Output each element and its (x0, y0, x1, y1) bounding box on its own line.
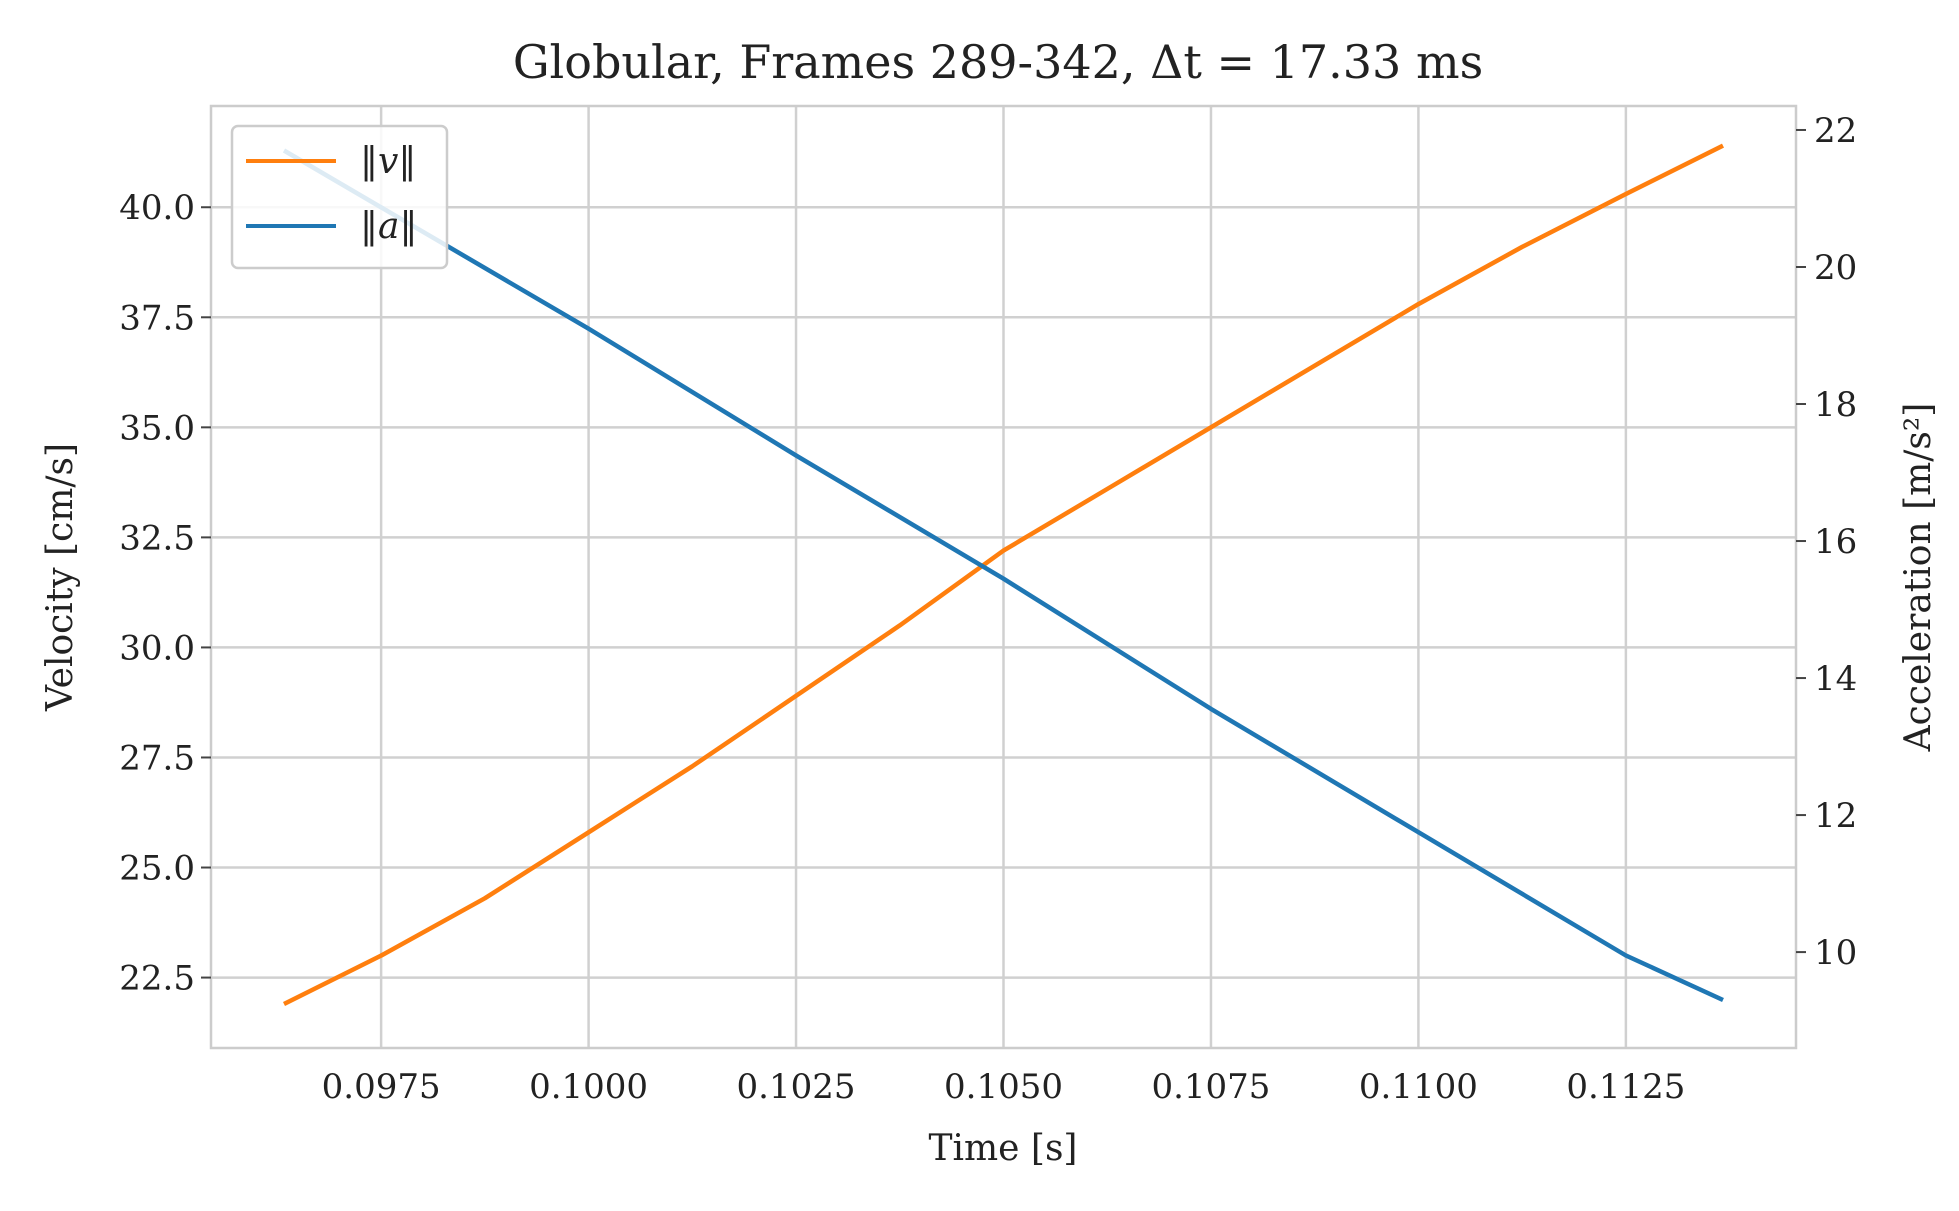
legend-label-acceleration: ‖a‖ (360, 206, 417, 247)
y-left-tick-label: 22.5 (119, 959, 195, 999)
legend-label-velocity: ‖v‖ (360, 141, 416, 182)
y-left-tick-label: 37.5 (119, 298, 195, 338)
y-left-tick-label: 27.5 (119, 738, 195, 778)
x-axis-label: Time [s] (929, 1128, 1078, 1169)
x-tick-label: 0.1100 (1359, 1067, 1478, 1107)
y-right-tick-label: 20 (1814, 248, 1857, 288)
y-left-axis-ticks: 22.5 25.0 27.5 30.0 32.5 35.0 37.5 40.0 (119, 188, 211, 999)
y-left-axis-label: Velocity [cm/s] (40, 443, 81, 712)
acceleration-series-line (282, 148, 1724, 1003)
y-left-tick-label: 40.0 (119, 188, 195, 228)
velocity-series-line (282, 143, 1725, 1007)
y-right-axis-label: Acceleration [m/s²] (1898, 403, 1939, 753)
x-tick-label: 0.1050 (944, 1067, 1063, 1107)
x-axis-ticks: 0.0975 0.1000 0.1025 0.1050 0.1075 0.1100 0.11… (322, 1067, 1686, 1107)
legend: ‖v‖ ‖a‖ (230, 124, 449, 270)
chart-title: Globular, Frames 289-342, Δt = 17.33 ms (513, 35, 1483, 89)
y-right-axis-ticks: 10 12 14 16 18 20 22 (1796, 111, 1857, 973)
y-right-tick-label: 12 (1814, 796, 1857, 836)
y-right-tick-label: 10 (1814, 933, 1857, 973)
grid-lines (211, 106, 1796, 1048)
series-lines (282, 143, 1725, 1007)
y-left-tick-label: 32.5 (119, 518, 195, 558)
y-left-tick-label: 35.0 (119, 408, 195, 448)
y-left-tick-label: 25.0 (119, 849, 195, 889)
y-right-tick-label: 18 (1814, 385, 1857, 425)
y-right-tick-label: 22 (1814, 111, 1857, 151)
x-tick-label: 0.1000 (529, 1067, 648, 1107)
x-tick-label: 0.1075 (1151, 1067, 1270, 1107)
x-tick-label: 0.1125 (1566, 1067, 1685, 1107)
plot-frame (209, 104, 1798, 1050)
y-right-tick-label: 16 (1814, 522, 1857, 562)
y-right-tick-label: 14 (1814, 659, 1857, 699)
x-tick-label: 0.1025 (737, 1067, 856, 1107)
x-tick-label: 0.0975 (322, 1067, 441, 1107)
y-left-tick-label: 30.0 (119, 628, 195, 668)
